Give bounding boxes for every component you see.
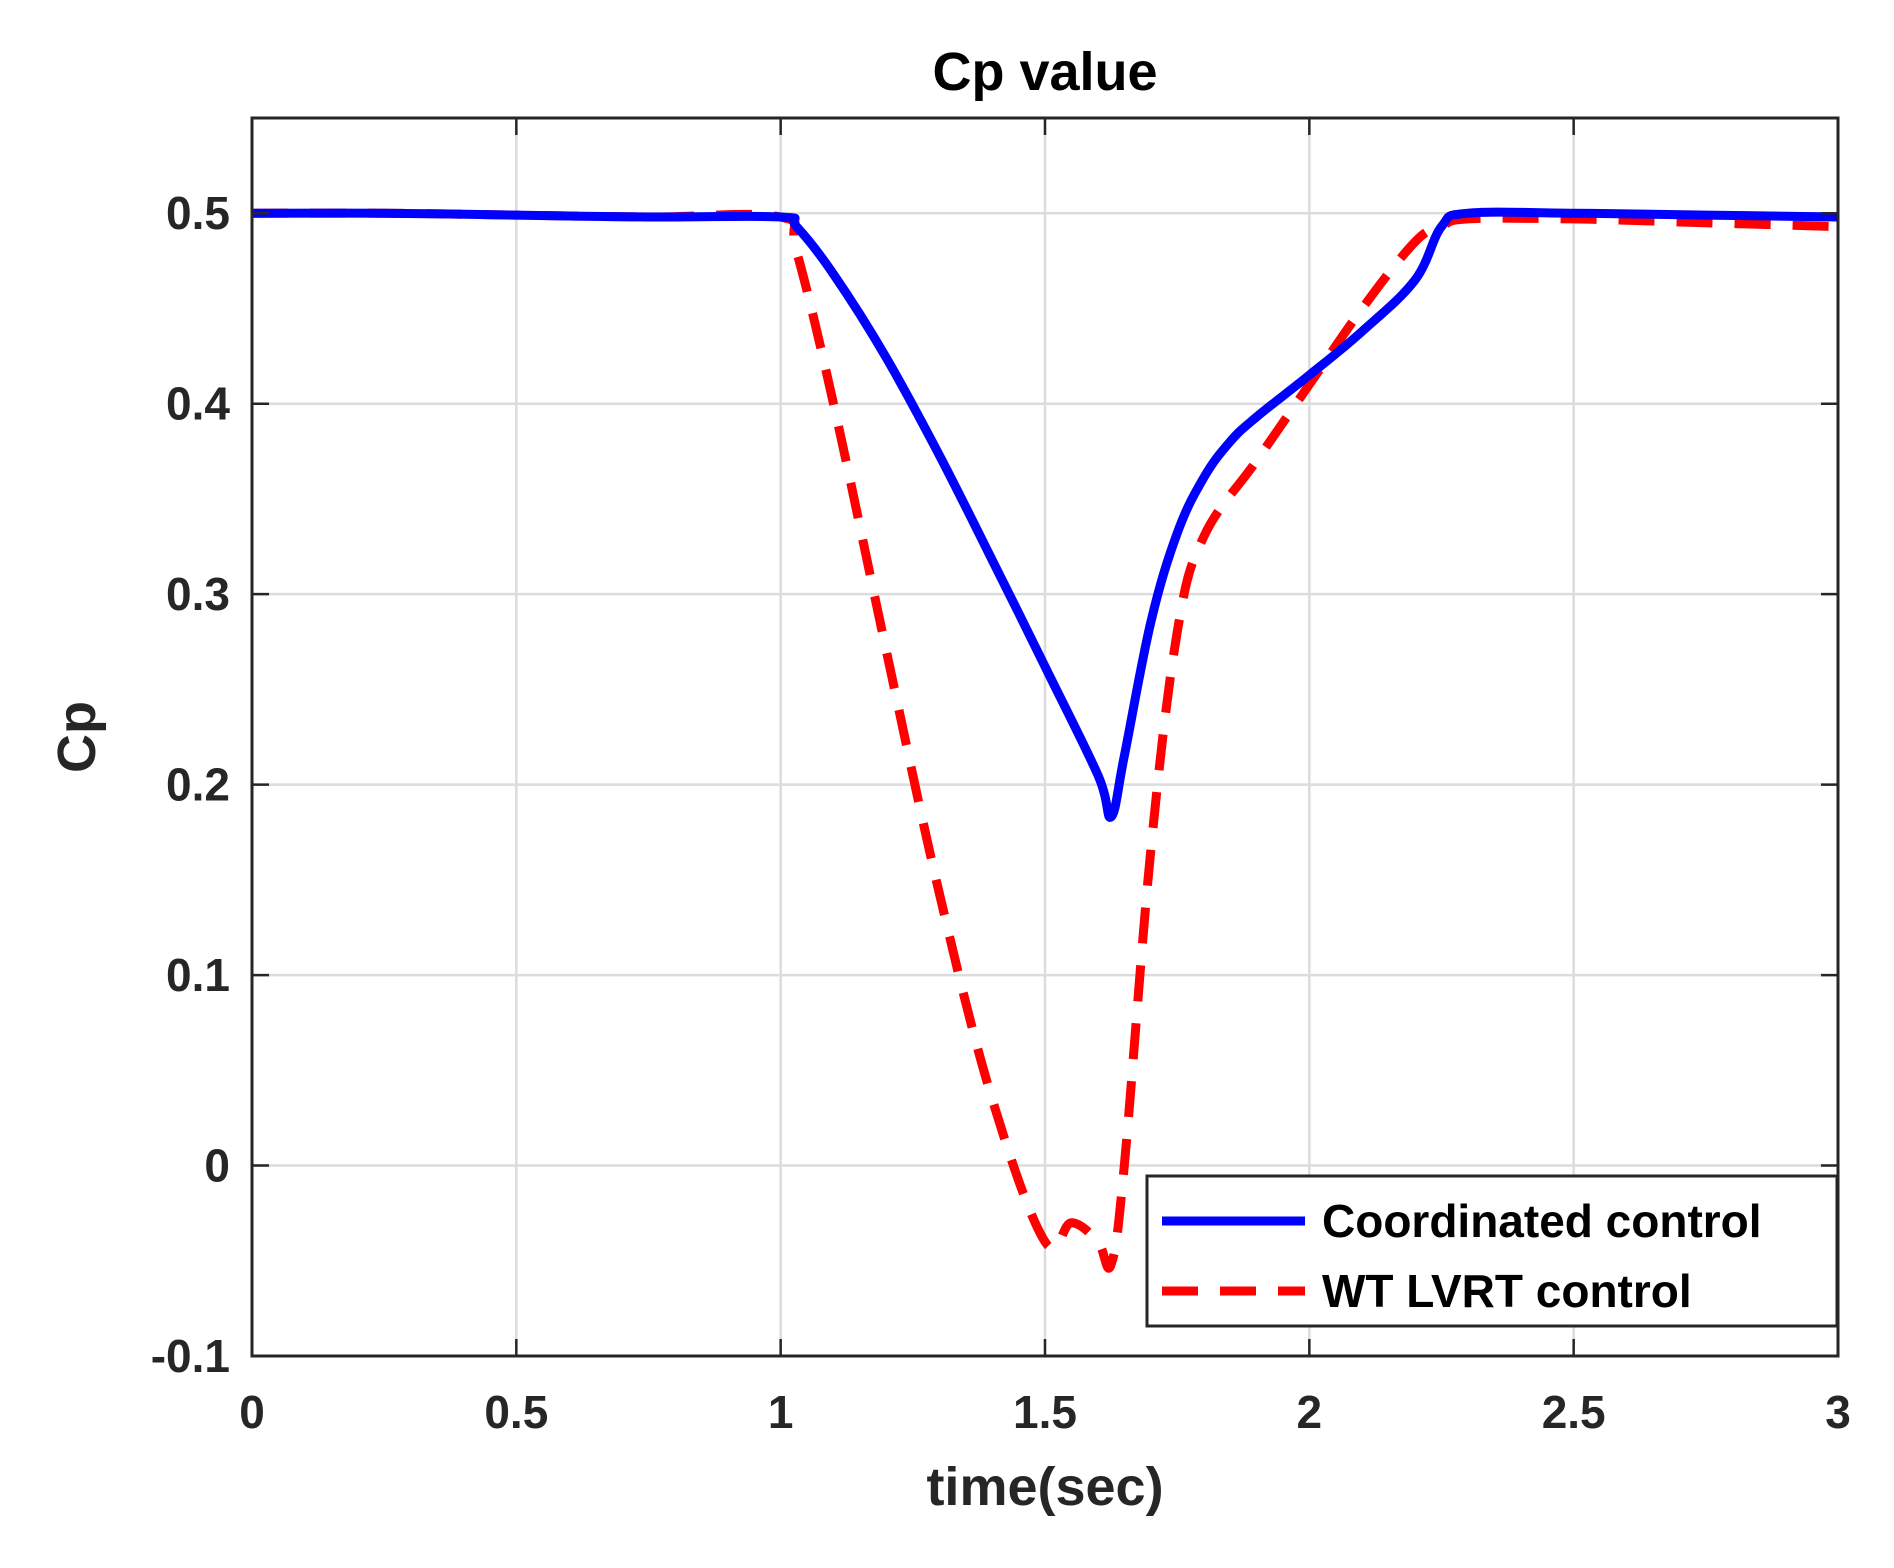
y-tick-label: 0.4 <box>166 378 230 430</box>
x-axis-title: time(sec) <box>926 1457 1163 1517</box>
y-tick-label: -0.1 <box>151 1330 230 1382</box>
series-line-coordinated-control <box>251 207 1839 822</box>
tick-marks <box>250 118 1840 1358</box>
x-tick-label: 0.5 <box>484 1386 548 1438</box>
x-tick-label: 2 <box>1297 1386 1323 1438</box>
x-tick-label: 2.5 <box>1542 1386 1606 1438</box>
x-tick-label: 3 <box>1825 1386 1851 1438</box>
y-tick-label: 0 <box>204 1140 230 1192</box>
x-tick-label: 1.5 <box>1013 1386 1077 1438</box>
grid-lines <box>252 118 1838 1356</box>
x-tick-label: 1 <box>768 1386 794 1438</box>
y-tick-label: 0.2 <box>166 759 230 811</box>
x-tick-label: 0 <box>239 1386 265 1438</box>
legend-label-coordinated-control: Coordinated control <box>1322 1195 1762 1247</box>
legend: Coordinated control WT LVRT control <box>1145 1174 1839 1328</box>
legend-box <box>1145 1174 1839 1328</box>
tick-labels: 0 0.5 1 1.5 2 2.5 3-0.100.10.20.30.40.5 <box>151 187 1851 1438</box>
legend-label-wt-lvrt-control: WT LVRT control <box>1322 1265 1692 1317</box>
y-axis-title: Cp <box>47 701 107 773</box>
y-tick-label: 0.1 <box>166 949 230 1001</box>
y-tick-label: 0.5 <box>166 187 230 239</box>
data-series <box>251 207 1839 1273</box>
y-tick-label: 0.3 <box>166 568 230 620</box>
chart-title: Cp value <box>932 42 1157 102</box>
